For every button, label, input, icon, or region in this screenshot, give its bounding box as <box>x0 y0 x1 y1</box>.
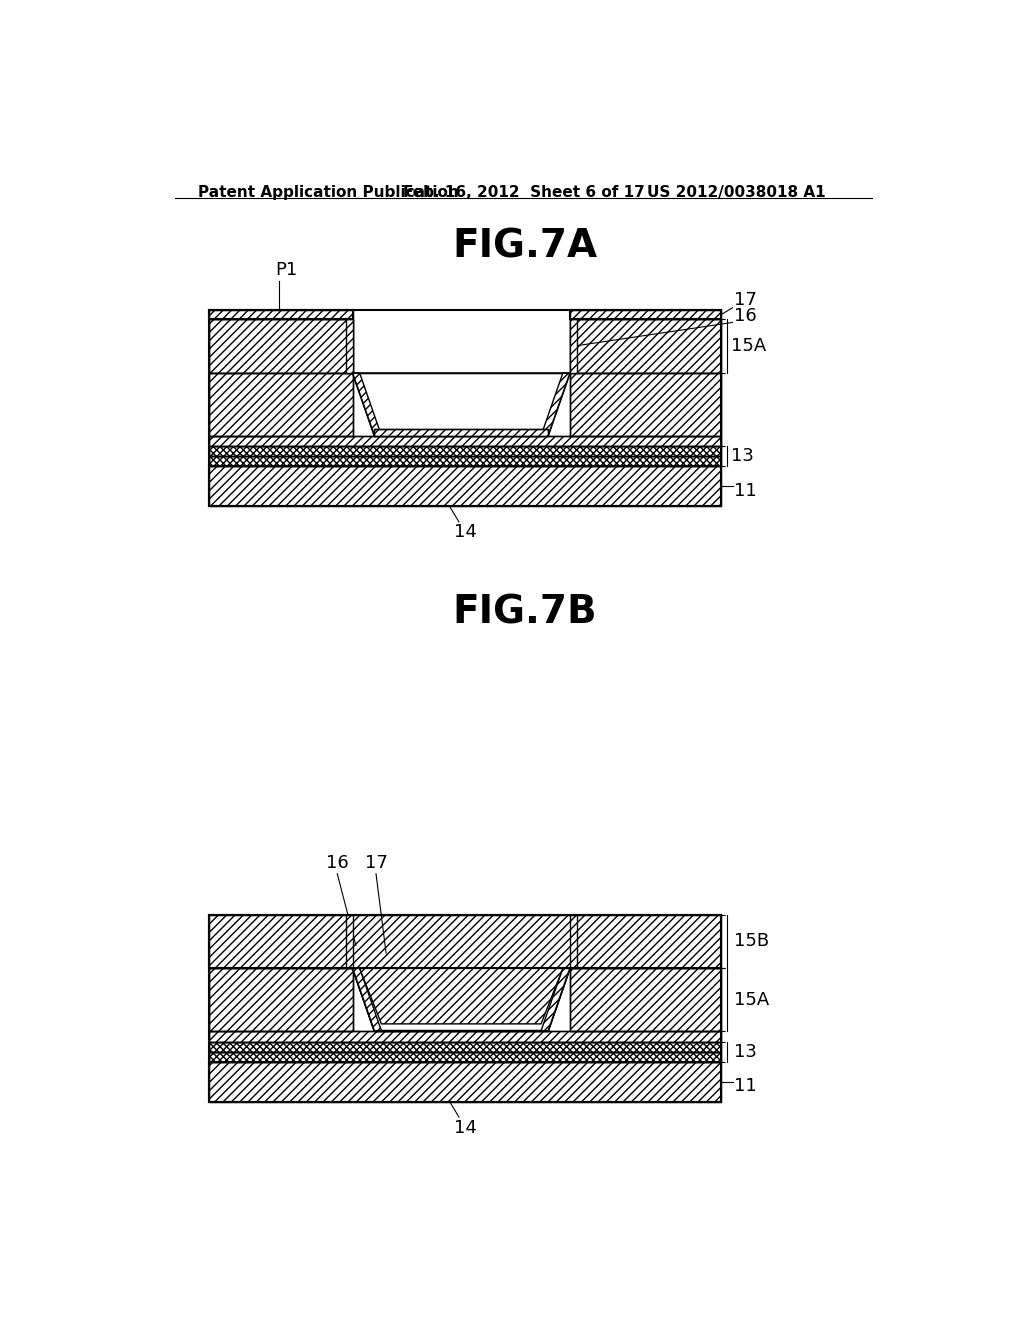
Bar <box>569 319 721 374</box>
Bar <box>569 319 577 374</box>
Bar <box>209 446 721 457</box>
Bar <box>209 466 721 507</box>
Text: 14: 14 <box>454 1118 476 1137</box>
Bar <box>569 969 721 1031</box>
Bar <box>209 1061 721 1102</box>
Bar <box>346 915 352 969</box>
Bar <box>209 457 721 466</box>
Bar <box>209 457 721 466</box>
Text: 16: 16 <box>326 854 348 873</box>
Text: 13: 13 <box>731 447 754 466</box>
Bar <box>209 915 721 969</box>
Bar <box>569 969 721 1031</box>
Text: Patent Application Publication: Patent Application Publication <box>198 185 459 201</box>
Bar <box>375 1024 548 1031</box>
Text: 17: 17 <box>365 854 387 873</box>
Polygon shape <box>541 374 569 436</box>
Bar <box>209 1031 721 1041</box>
Text: 14: 14 <box>454 524 476 541</box>
Text: FIG.7A: FIG.7A <box>453 227 597 265</box>
Text: P1: P1 <box>275 261 298 280</box>
Bar <box>209 310 721 507</box>
Bar <box>209 374 352 436</box>
Bar <box>209 969 352 1031</box>
Text: 11: 11 <box>734 482 757 500</box>
Text: 17: 17 <box>734 290 757 309</box>
Polygon shape <box>541 969 569 1031</box>
Bar <box>209 446 721 457</box>
Bar <box>569 310 721 319</box>
Bar <box>209 1041 721 1052</box>
Polygon shape <box>352 374 381 436</box>
Bar <box>375 429 548 436</box>
Bar <box>569 374 721 436</box>
Polygon shape <box>352 969 569 1031</box>
Polygon shape <box>359 969 563 1024</box>
Text: 11: 11 <box>734 1077 757 1096</box>
Bar <box>209 310 352 319</box>
Polygon shape <box>541 969 569 1031</box>
Text: US 2012/0038018 A1: US 2012/0038018 A1 <box>647 185 826 201</box>
Bar <box>209 310 352 319</box>
Polygon shape <box>352 969 569 1031</box>
Bar <box>209 436 721 446</box>
Polygon shape <box>352 374 569 436</box>
Bar <box>209 915 721 1102</box>
Bar <box>375 1024 548 1031</box>
Bar <box>209 319 352 374</box>
Bar <box>375 429 548 436</box>
Bar <box>346 319 352 374</box>
Bar <box>209 1041 721 1052</box>
Bar <box>209 969 352 1031</box>
Bar <box>209 374 352 436</box>
Text: 16: 16 <box>734 308 757 326</box>
Text: 15B: 15B <box>734 932 769 950</box>
Bar <box>569 374 721 436</box>
Bar <box>209 1061 721 1102</box>
Bar <box>209 1052 721 1061</box>
Bar <box>209 466 721 507</box>
Text: Feb. 16, 2012  Sheet 6 of 17: Feb. 16, 2012 Sheet 6 of 17 <box>403 185 645 201</box>
Bar <box>569 915 577 969</box>
Bar <box>209 915 721 969</box>
Text: FIG.7B: FIG.7B <box>453 594 597 631</box>
Text: 13: 13 <box>734 1043 757 1060</box>
Bar <box>209 436 721 446</box>
Polygon shape <box>352 969 381 1031</box>
Polygon shape <box>352 969 381 1031</box>
Bar <box>209 1052 721 1061</box>
Bar <box>209 1031 721 1041</box>
Bar <box>209 319 352 374</box>
Text: 15A: 15A <box>731 338 766 355</box>
Bar <box>569 310 721 319</box>
Text: 15A: 15A <box>734 991 769 1008</box>
Bar <box>569 319 721 374</box>
